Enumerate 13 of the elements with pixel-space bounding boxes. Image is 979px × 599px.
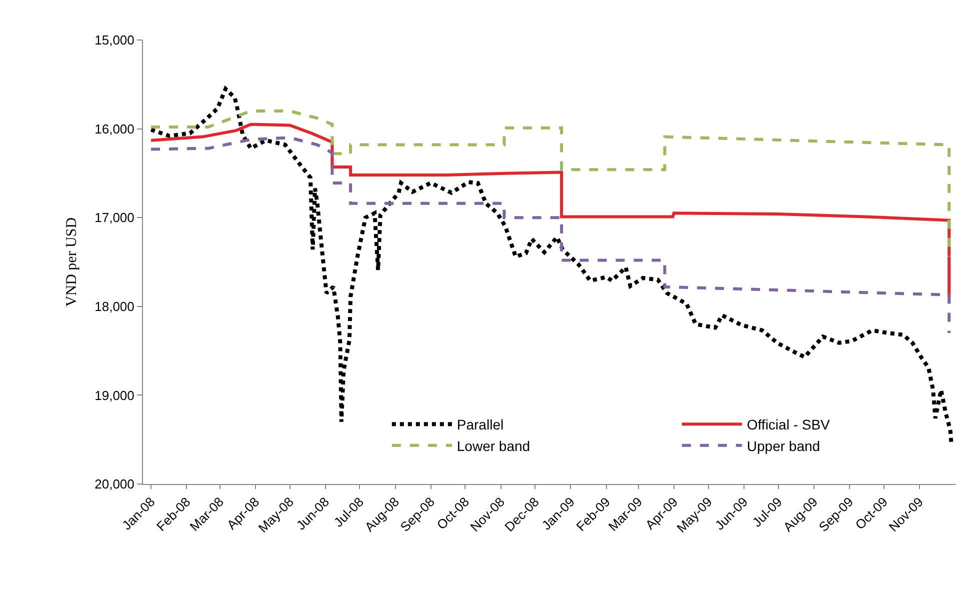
legend-label: Official - SBV bbox=[746, 416, 831, 433]
y-tick-label: 19,000 bbox=[94, 388, 134, 403]
line-series bbox=[150, 136, 951, 335]
y-tick-label: 17,000 bbox=[94, 210, 134, 226]
y-tick-label: 18,000 bbox=[94, 298, 134, 314]
y-tick-label: 20,000 bbox=[94, 476, 134, 492]
legend-label: Upper band bbox=[746, 438, 820, 454]
y-tick-label: 16,000 bbox=[94, 121, 134, 136]
line-series bbox=[150, 110, 951, 258]
legend-label: Lower band bbox=[456, 438, 530, 454]
legend-label: Parallel bbox=[456, 416, 504, 433]
y-axis-title: VND per USD bbox=[64, 217, 80, 307]
y-tick-label: 15,000 bbox=[94, 32, 134, 48]
